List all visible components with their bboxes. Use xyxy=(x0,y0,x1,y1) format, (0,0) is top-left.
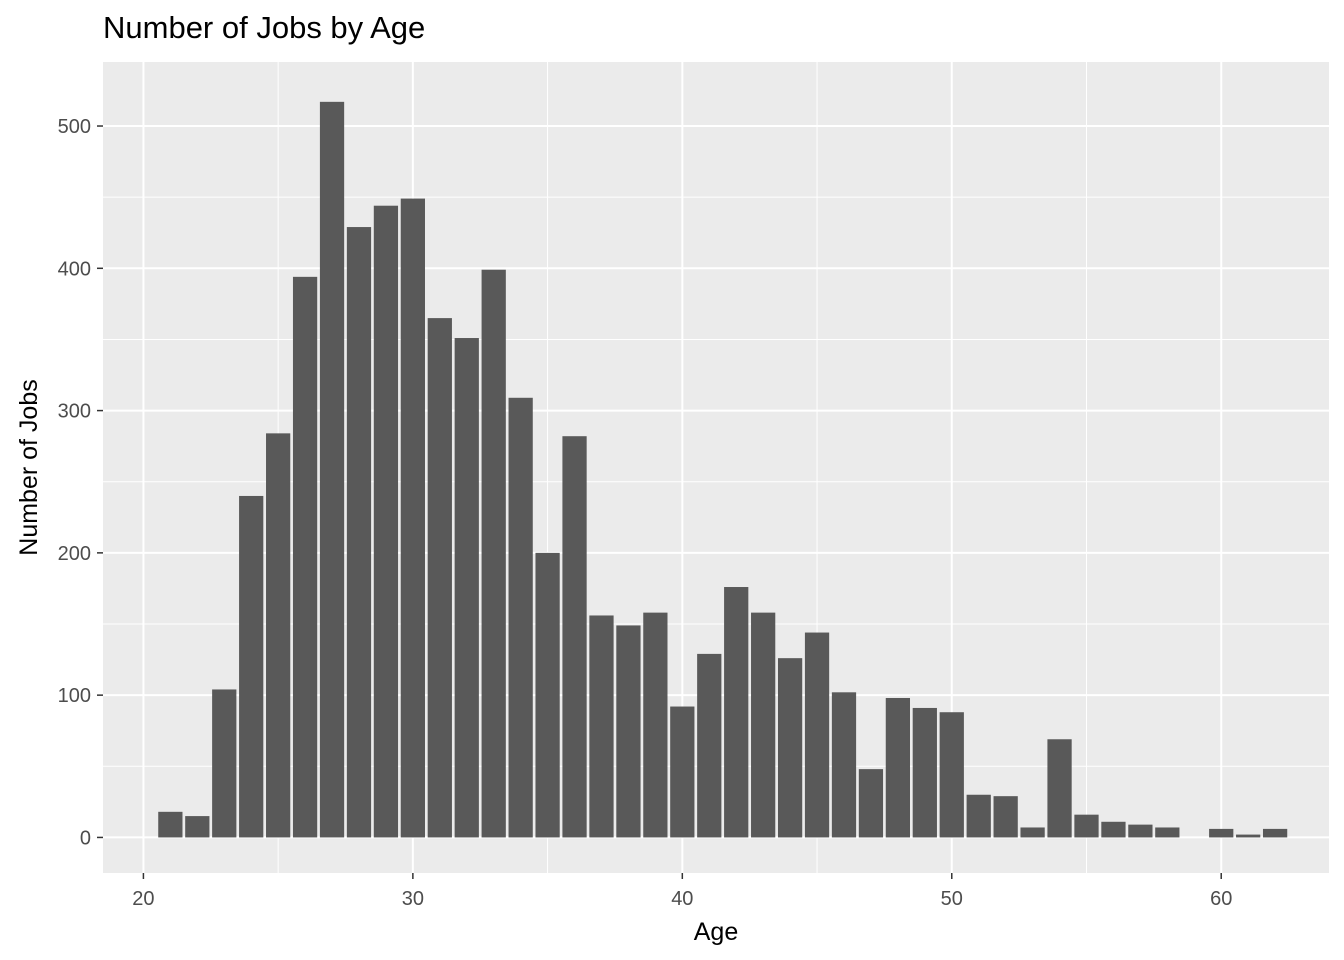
bar xyxy=(427,318,452,838)
bar xyxy=(373,205,399,838)
bar xyxy=(454,338,479,838)
bar xyxy=(616,625,641,838)
bar xyxy=(1020,827,1045,838)
bar xyxy=(885,697,911,838)
chart-title: Number of Jobs by Age xyxy=(103,10,426,45)
x-axis: 20 30 40 50 60 xyxy=(132,873,1232,910)
bar xyxy=(481,269,506,838)
bar xyxy=(589,615,614,838)
bar xyxy=(1128,824,1153,838)
bar xyxy=(319,101,345,838)
y-tick-label: 300 xyxy=(58,401,91,423)
y-axis: 0 100 200 300 400 500 xyxy=(58,116,103,849)
bar xyxy=(1101,821,1126,838)
x-tick-label: 40 xyxy=(671,888,693,910)
x-tick-label: 30 xyxy=(402,888,424,910)
bar xyxy=(858,769,884,838)
x-axis-title: Age xyxy=(694,918,738,946)
y-tick-label: 200 xyxy=(58,543,91,565)
bar xyxy=(212,689,237,838)
y-tick-label: 100 xyxy=(58,685,91,707)
bar xyxy=(1155,827,1180,838)
bar xyxy=(643,612,668,838)
bar xyxy=(697,653,722,838)
bar xyxy=(777,658,803,838)
bar xyxy=(831,692,857,838)
bar xyxy=(292,276,318,838)
bar xyxy=(993,796,1018,838)
bar xyxy=(535,552,560,838)
y-tick-label: 500 xyxy=(58,116,91,138)
bar xyxy=(1209,828,1234,838)
bar xyxy=(804,632,830,838)
bar xyxy=(939,712,964,838)
bar xyxy=(158,811,183,838)
x-tick-label: 50 xyxy=(941,888,963,910)
y-tick-label: 400 xyxy=(58,258,91,280)
bar xyxy=(562,436,587,838)
bar xyxy=(751,612,776,838)
y-axis-title: Number of Jobs xyxy=(15,379,43,555)
bar xyxy=(724,587,749,838)
bar xyxy=(966,794,991,838)
bar xyxy=(508,397,533,838)
bar xyxy=(1074,814,1099,838)
bar xyxy=(400,198,425,838)
y-tick-label: 0 xyxy=(80,827,91,849)
bars xyxy=(158,101,1288,838)
bar xyxy=(670,706,695,838)
bar xyxy=(1047,739,1072,838)
bar xyxy=(1262,828,1288,838)
bar xyxy=(266,433,291,838)
bar xyxy=(1236,834,1261,838)
x-tick-label: 20 xyxy=(132,888,154,910)
bar xyxy=(912,707,937,838)
x-tick-label: 60 xyxy=(1210,888,1232,910)
bar xyxy=(185,816,210,838)
bar xyxy=(346,227,372,838)
bar xyxy=(239,495,264,838)
